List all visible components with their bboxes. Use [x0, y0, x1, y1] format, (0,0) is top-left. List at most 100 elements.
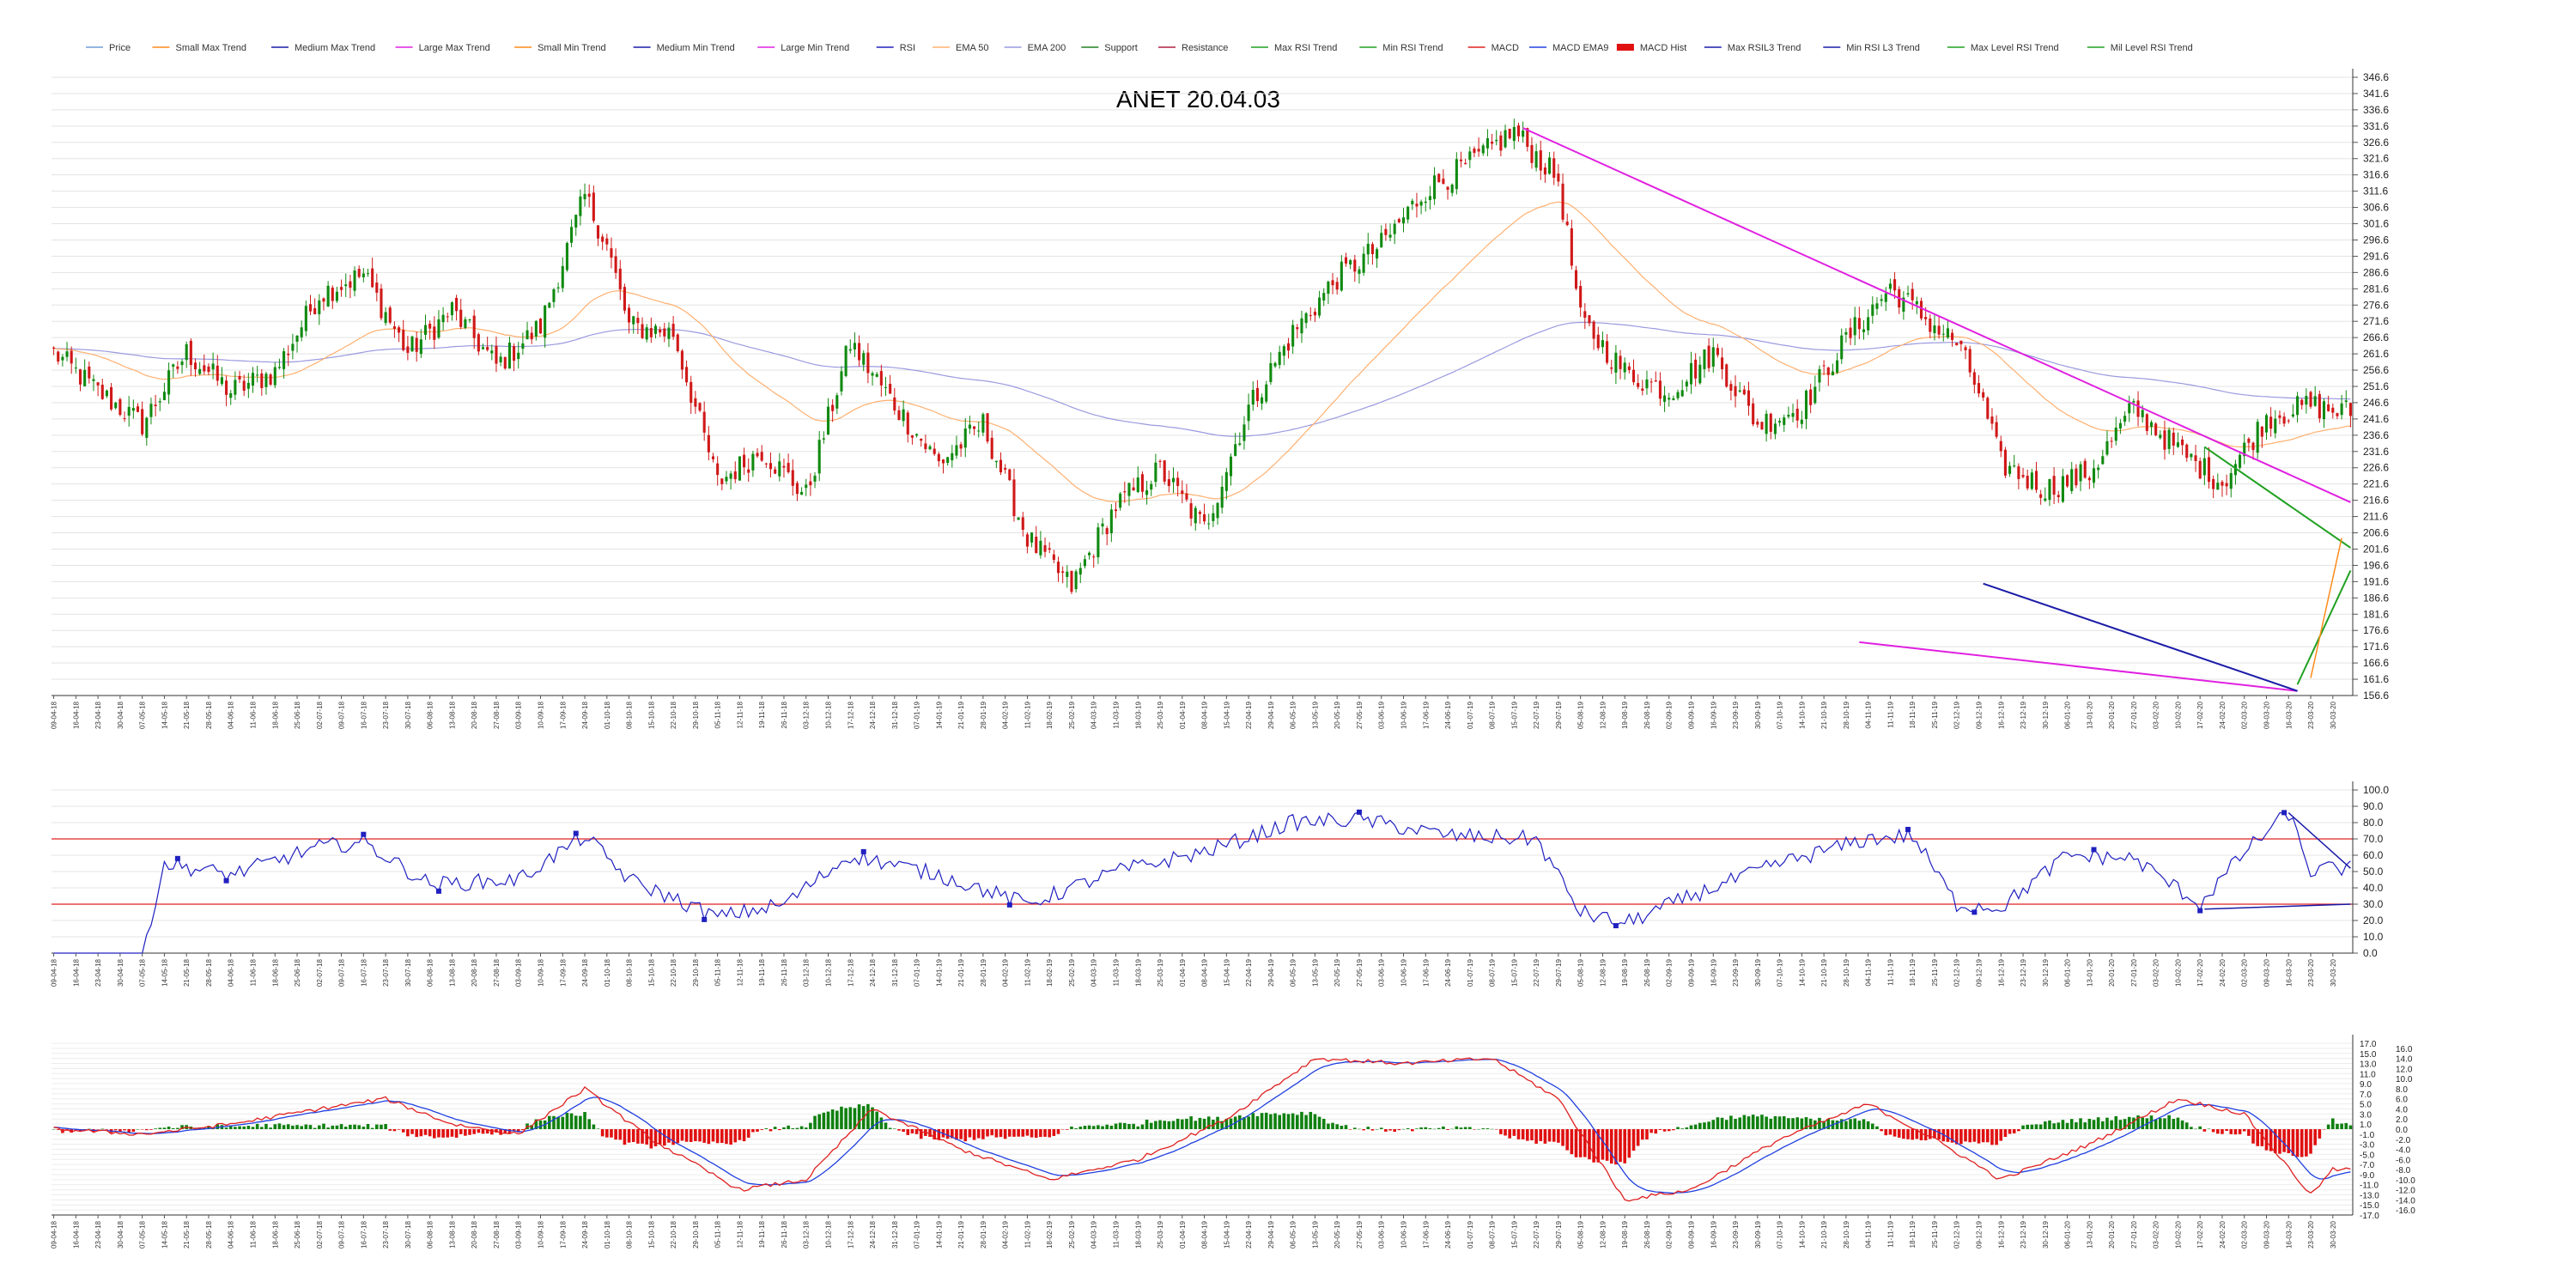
candle	[1181, 480, 1184, 503]
date-tick-label: 28-05-18	[205, 958, 213, 987]
macd-hist-bar	[1340, 1126, 1344, 1129]
macd-hist-bar	[1875, 1126, 1879, 1129]
candle	[1468, 146, 1472, 168]
candle-body	[561, 265, 564, 289]
candle-body	[2309, 392, 2312, 407]
candle	[858, 335, 861, 367]
macd-hist-bar	[1672, 1129, 1675, 1131]
candle	[415, 331, 418, 362]
macd-hist-bar	[2154, 1119, 2158, 1129]
macd-signal-tick-label: 14.0	[2396, 1055, 2413, 1065]
candle	[1238, 432, 1242, 447]
macd-hist-bar	[1968, 1129, 1971, 1143]
candle-body	[556, 287, 560, 289]
date-tick-label: 04-02-19	[1002, 958, 1010, 987]
candle	[1495, 130, 1498, 146]
candle-body	[1725, 364, 1728, 387]
date-tick-label: 25-03-19	[1157, 958, 1164, 987]
candle-body	[300, 327, 303, 337]
macd-hist-bar	[1353, 1127, 1357, 1129]
candle	[78, 368, 82, 392]
macd-hist-bar	[100, 1128, 105, 1130]
date-tick-label: 07-01-19	[914, 701, 921, 729]
macd-hist-bar	[357, 1125, 361, 1129]
price-grid: 346.6341.6336.6331.6326.6321.6316.6311.6…	[52, 71, 2389, 702]
macd-hist-bar	[1255, 1115, 1260, 1129]
date-tick-label: 14-10-19	[1798, 958, 1806, 987]
macd-tick-label: 7.0	[2360, 1091, 2372, 1100]
candle	[544, 305, 547, 348]
candle	[963, 418, 967, 458]
macd-hist-bar	[282, 1125, 286, 1129]
legend-item: Large Min Trend	[757, 43, 849, 53]
candle	[711, 453, 715, 463]
candle	[1366, 233, 1370, 264]
candle-body	[2030, 472, 2033, 489]
date-tick-label: 24-06-19	[1444, 1220, 1452, 1249]
candle-body	[1043, 544, 1047, 552]
candle-body	[1964, 347, 1967, 350]
candle-body	[596, 225, 600, 239]
date-tick-label: 31-12-18	[891, 958, 899, 987]
candle	[366, 268, 370, 277]
candle	[1123, 481, 1127, 503]
legend-item: Price	[86, 43, 131, 53]
candle-body	[592, 192, 595, 222]
date-tick-label: 13-05-19	[1311, 1220, 1319, 1249]
legend-item: Resistance	[1158, 43, 1228, 53]
candle-body	[273, 367, 276, 386]
candle	[1380, 225, 1383, 248]
candle-body	[1025, 534, 1029, 547]
date-tick-label: 29-10-18	[692, 958, 700, 987]
legend-label: Resistance	[1182, 43, 1228, 53]
date-tick-label: 17-12-18	[847, 958, 854, 987]
rsi-tick-label: 20.0	[2363, 914, 2384, 927]
candle	[636, 311, 640, 335]
legend-label: Medium Max Trend	[295, 43, 375, 53]
candle	[1145, 480, 1149, 505]
candle-body	[246, 382, 250, 389]
date-tick-label: 30-07-18	[404, 1220, 412, 1249]
date-tick-label: 23-12-19	[2020, 958, 2027, 987]
candle-body	[1619, 355, 1622, 369]
candle-body	[711, 456, 715, 459]
date-tick-label: 12-08-19	[1599, 701, 1607, 729]
candle-body	[344, 284, 348, 287]
macd-hist-bar	[2114, 1115, 2118, 1129]
date-tick-label: 27-01-20	[2130, 958, 2138, 987]
candle	[1698, 355, 1702, 385]
date-tick-label: 05-11-18	[714, 958, 722, 986]
date-tick-label: 14-05-18	[161, 701, 168, 729]
candle	[884, 376, 888, 397]
candle	[1906, 285, 1910, 297]
candle	[769, 452, 773, 477]
macd-hist-bar	[1680, 1128, 1684, 1129]
candle	[990, 430, 993, 460]
macd-hist-bar	[1291, 1113, 1295, 1129]
candle	[158, 398, 161, 411]
candle	[902, 400, 905, 427]
date-tick-label: 04-02-19	[1002, 1220, 1010, 1249]
candle-body	[207, 366, 210, 373]
price-tick-label: 296.6	[2363, 234, 2389, 246]
macd-hist-bar	[2017, 1129, 2020, 1132]
date-tick-label: 30-09-19	[1754, 958, 1762, 987]
candle	[676, 333, 679, 353]
macd-hist-bar	[2044, 1121, 2047, 1129]
candle-body	[193, 362, 197, 370]
candle-body	[1800, 419, 1803, 424]
candle-body	[1836, 360, 1839, 373]
candle-body	[340, 287, 343, 290]
candle-body	[513, 346, 516, 361]
candle	[180, 359, 184, 374]
medium-min-trend-line	[1983, 582, 2298, 692]
macd-hist-bar	[512, 1129, 516, 1131]
candle-body	[1658, 380, 1662, 399]
macd-hist-bar	[809, 1122, 812, 1129]
candle-body	[787, 463, 790, 472]
candle-body	[1716, 348, 1719, 355]
macd-hist-bar	[1003, 1129, 1007, 1139]
candle	[1393, 219, 1396, 245]
candle	[1614, 344, 1618, 385]
date-tick-label: 24-02-20	[2219, 958, 2227, 987]
